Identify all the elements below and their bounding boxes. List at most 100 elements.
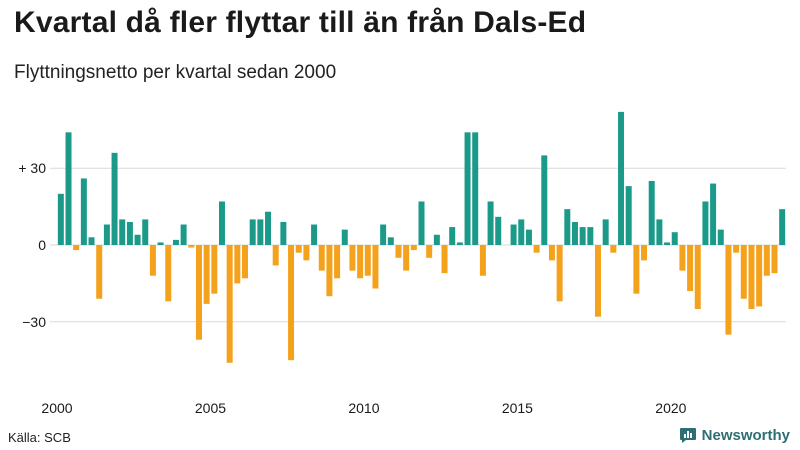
y-axis-labels: + 30 0 −30 [18, 160, 46, 330]
bar [272, 245, 279, 266]
bar [449, 227, 456, 245]
bar [595, 245, 601, 317]
bar [618, 111, 625, 245]
bar [779, 209, 786, 245]
bar [641, 245, 648, 261]
bar [403, 245, 410, 271]
bar [242, 245, 248, 279]
bar [73, 245, 80, 251]
bar [418, 201, 425, 245]
bar [103, 224, 110, 245]
bar [280, 221, 287, 245]
bar [119, 219, 126, 245]
bar [664, 242, 671, 245]
bar [157, 242, 164, 245]
bar [318, 245, 325, 271]
newsworthy-logo-icon [679, 428, 696, 443]
bar [80, 178, 87, 245]
bar [134, 234, 141, 245]
bar [495, 216, 502, 245]
bar [702, 201, 709, 245]
bar [426, 245, 433, 258]
bar [771, 245, 778, 274]
bar [541, 155, 548, 245]
chart-title: Kvartal då fler flyttar till än från Dal… [14, 6, 587, 39]
bar [142, 219, 149, 245]
bar [610, 245, 617, 253]
bar [518, 219, 525, 245]
bar [548, 245, 555, 261]
bar [288, 245, 295, 361]
bar [234, 245, 241, 284]
bar [464, 132, 471, 245]
bar [710, 183, 717, 245]
bar [556, 245, 563, 302]
y-tick-label: 0 [38, 237, 46, 253]
bar [372, 245, 379, 289]
bar-chart: + 30 0 −30 2000 2005 2010 2015 2020 [18, 111, 786, 416]
bar [165, 245, 172, 302]
bar [303, 245, 310, 261]
bar [717, 229, 724, 245]
y-tick-label: + 30 [18, 160, 46, 176]
bar [602, 219, 609, 245]
bar [326, 245, 333, 297]
bar [395, 245, 402, 258]
bar [441, 245, 448, 274]
bar [725, 245, 732, 335]
gridlines [50, 167, 786, 323]
bar [671, 232, 678, 245]
bar [65, 132, 72, 245]
bar [188, 245, 195, 248]
chart-subtitle: Flyttningsnetto per kvartal sedan 2000 [14, 62, 337, 83]
bar [510, 224, 517, 245]
bar [525, 229, 532, 245]
bar [211, 245, 218, 294]
bar [387, 237, 394, 245]
bar [740, 245, 747, 299]
bar [249, 219, 256, 245]
bar [533, 245, 540, 253]
bar [487, 201, 494, 245]
bar [265, 211, 272, 245]
bar [410, 245, 417, 251]
bars [57, 111, 786, 363]
bar [763, 245, 770, 276]
brand-logo[interactable]: Newsworthy [679, 426, 790, 444]
bar [218, 201, 225, 245]
bar [96, 245, 103, 299]
source-note: Källa: SCB [8, 430, 71, 445]
bar [633, 245, 640, 294]
brand-name: Newsworthy [701, 426, 790, 444]
x-tick-label: 2000 [41, 400, 72, 416]
bar [648, 181, 655, 245]
bar [311, 224, 318, 245]
bar [472, 132, 479, 245]
x-tick-label: 2010 [348, 400, 379, 416]
bar [180, 224, 187, 245]
bar [257, 219, 264, 245]
bar [334, 245, 341, 279]
bar [126, 221, 133, 245]
bar [203, 245, 210, 304]
bar [226, 245, 233, 363]
bar [149, 245, 156, 276]
bar [380, 224, 387, 245]
bar [456, 242, 463, 245]
bar [587, 227, 594, 245]
bar [687, 245, 694, 292]
x-tick-label: 2005 [195, 400, 226, 416]
bar [579, 227, 586, 245]
x-axis-labels: 2000 2005 2010 2015 2020 [41, 400, 686, 416]
bar [756, 245, 763, 307]
bar [172, 239, 179, 245]
bar [564, 209, 571, 245]
x-tick-label: 2020 [655, 400, 686, 416]
bar [341, 229, 348, 245]
bar [571, 221, 578, 245]
bar [656, 219, 663, 245]
bar [349, 245, 356, 271]
bar [195, 245, 202, 340]
bar [364, 245, 371, 276]
bar [111, 152, 118, 245]
